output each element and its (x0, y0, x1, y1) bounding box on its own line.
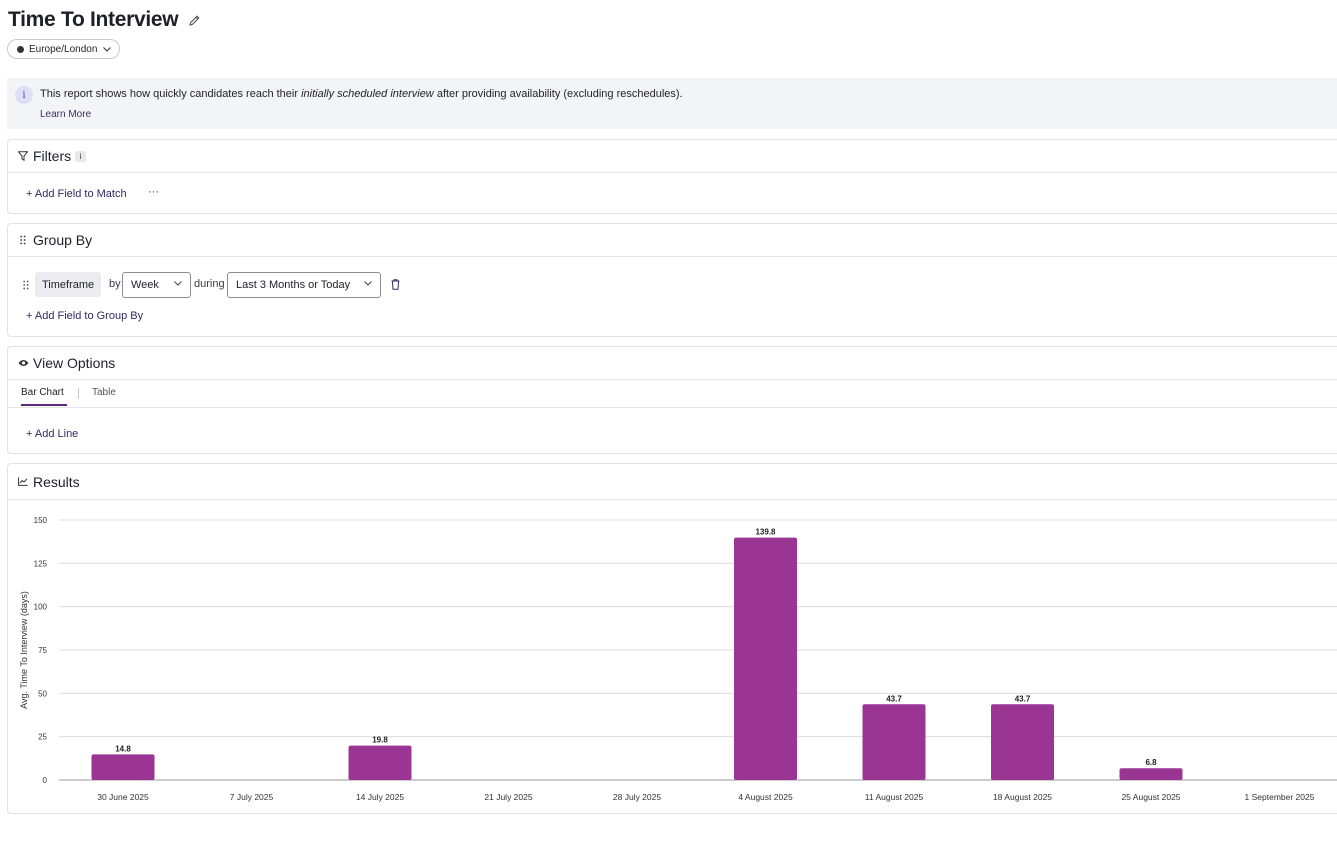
filters-panel: Filters i + Add Field to Match ··· (7, 139, 1337, 214)
filters-header: Filters i (8, 140, 1337, 173)
results-header: Results (8, 464, 1337, 500)
view-options-header: View Options (8, 347, 1337, 380)
pencil-icon[interactable] (188, 14, 201, 27)
drag-handle-icon[interactable] (17, 235, 29, 245)
info-text-before: This report shows how quickly candidates… (40, 88, 302, 100)
filter-icon (17, 151, 29, 161)
active-tab-indicator (21, 404, 67, 406)
timeframe-label: Timeframe (42, 278, 95, 291)
info-text: This report shows how quickly candidates… (40, 88, 683, 100)
line-chart-icon (17, 477, 29, 486)
learn-more-link[interactable]: Learn More (40, 109, 92, 120)
results-title: Results (33, 473, 80, 490)
timezone-label: Europe/London (29, 43, 98, 55)
filters-title: Filters (33, 148, 72, 164)
filters-info-icon[interactable]: i (75, 150, 87, 162)
title-row: Time To Interview (8, 8, 201, 32)
interval-select[interactable]: Week (122, 272, 191, 298)
by-label: by (109, 278, 121, 290)
view-tabs: Bar Chart Table (8, 380, 1337, 408)
more-options-button[interactable]: ··· (148, 186, 159, 198)
page-title: Time To Interview (8, 8, 179, 31)
tab-table[interactable]: Table (92, 387, 116, 398)
interval-value: Week (131, 279, 159, 291)
date-range-select[interactable]: Last 3 Months or Today (227, 272, 381, 298)
group-by-title: Group By (33, 232, 93, 248)
eye-icon (17, 359, 29, 367)
group-by-panel: Group By Timeframe by Week during Last 3… (7, 223, 1337, 337)
date-range-value: Last 3 Months or Today (236, 279, 351, 291)
during-label: during (194, 278, 225, 290)
group-by-header: Group By (8, 224, 1337, 257)
view-options-title: View Options (33, 355, 116, 371)
chevron-down-icon (364, 281, 372, 286)
view-options-panel: View Options Bar Chart Table + Add Line (7, 346, 1337, 454)
add-field-to-match-button[interactable]: + Add Field to Match (26, 188, 127, 200)
add-field-to-group-by-button[interactable]: + Add Field to Group By (26, 310, 144, 322)
trash-icon[interactable] (391, 279, 400, 290)
info-text-emphasis: initially scheduled interview (301, 88, 434, 100)
info-banner: i This report shows how quickly candidat… (7, 78, 1337, 129)
results-panel: Results (7, 463, 1337, 814)
tab-divider (78, 388, 79, 399)
info-text-after: after providing availability (excluding … (433, 88, 683, 100)
globe-icon (17, 45, 24, 53)
chevron-down-icon (174, 281, 182, 286)
timeframe-chip: Timeframe (35, 272, 102, 297)
chevron-down-icon (103, 46, 112, 52)
info-icon: i (15, 86, 33, 104)
timezone-select[interactable]: Europe/London (7, 39, 121, 59)
add-line-button[interactable]: + Add Line (26, 428, 79, 440)
row-drag-handle-icon[interactable] (23, 280, 29, 290)
tab-bar-chart[interactable]: Bar Chart (21, 387, 64, 398)
